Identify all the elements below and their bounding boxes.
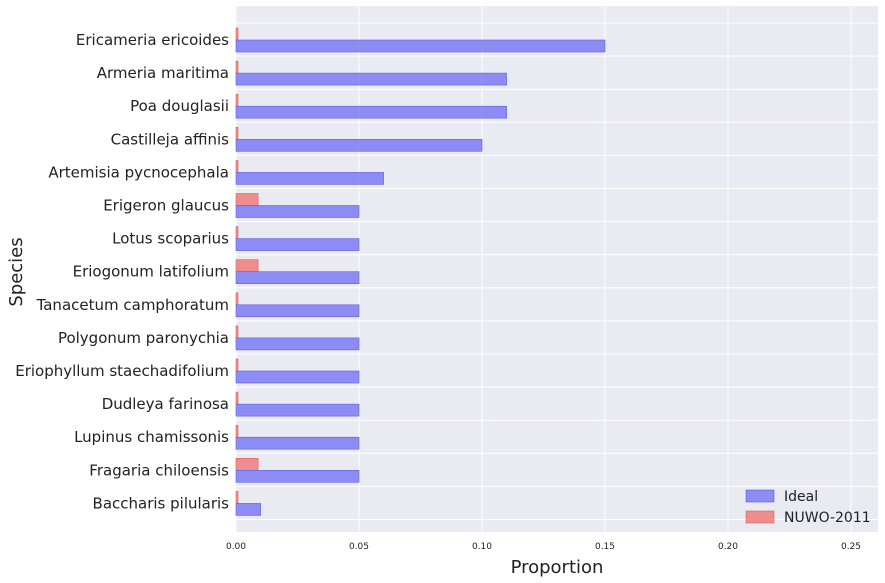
legend-swatch <box>745 489 775 503</box>
bar-ideal <box>235 105 507 119</box>
bar-ideal <box>235 337 360 351</box>
bar-ideal <box>235 436 360 450</box>
y-tick-labels: Ericameria ericoides Armeria maritima Poa … <box>15 31 229 512</box>
x-tick-label: 0.20 <box>718 542 738 552</box>
bar-nuwo-2011 <box>235 127 239 140</box>
bar-nuwo-2011 <box>235 27 239 41</box>
bar-nuwo-2011 <box>235 325 239 339</box>
bar-nuwo-2011 <box>235 226 239 239</box>
category-label: Polygonum paronychia <box>58 329 229 347</box>
bar-ideal <box>235 139 483 152</box>
y-axis-label: Species <box>6 237 27 306</box>
legend-entry: NUWO-2011 <box>784 510 871 526</box>
bar-nuwo-2011 <box>235 491 239 504</box>
bar-ideal <box>235 370 360 384</box>
bar-ideal <box>235 172 384 185</box>
bar-ideal <box>235 238 360 251</box>
category-label: Erigeron glaucus <box>103 197 229 215</box>
x-tick-label: 0.05 <box>349 542 369 552</box>
category-label: Castilleja affinis <box>111 130 230 148</box>
bar-ideal <box>235 271 360 285</box>
bar-ideal <box>235 503 261 516</box>
legend-entry: Ideal <box>784 489 818 505</box>
bar-nuwo-2011 <box>235 457 259 471</box>
bar-ideal <box>235 403 360 417</box>
category-label: Ericameria ericoides <box>76 31 229 49</box>
bar-ideal <box>235 205 360 218</box>
bar-nuwo-2011 <box>235 358 239 372</box>
category-label: Eriogonum latifolium <box>73 263 229 281</box>
category-label: Dudleya farinosa <box>102 395 229 413</box>
category-label: Lupinus chamissonis <box>74 428 229 446</box>
category-label: Poa douglasii <box>130 97 229 115</box>
x-tick-label: 0.15 <box>595 542 615 552</box>
x-axis-label: Proportion <box>511 557 604 578</box>
bar-ideal <box>235 469 360 483</box>
bar-nuwo-2011 <box>235 60 239 74</box>
bar-ideal <box>235 39 606 53</box>
bar-nuwo-2011 <box>235 259 259 273</box>
gridlines <box>235 6 878 532</box>
category-label: Fragaria chiloensis <box>89 461 229 479</box>
bar-ideal <box>235 72 507 86</box>
bar-nuwo-2011 <box>235 160 239 173</box>
category-label: Lotus scoparius <box>112 230 229 248</box>
category-label: Tanacetum camphoratum <box>36 296 229 314</box>
x-tick-label: 0.00 <box>226 542 246 552</box>
x-tick-labels: 0.00 0.05 0.10 0.15 0.20 0.25 <box>226 542 861 552</box>
bar-ideal <box>235 304 360 318</box>
bars <box>235 27 606 516</box>
bar-nuwo-2011 <box>235 193 259 206</box>
legend-swatch <box>745 510 775 524</box>
bar-nuwo-2011 <box>235 292 239 306</box>
x-tick-label: 0.10 <box>472 542 492 552</box>
x-tick-label: 0.25 <box>841 542 861 552</box>
category-label: Artemisia pycnocephala <box>48 163 229 181</box>
legend: Ideal NUWO-2011 <box>745 489 871 526</box>
category-label: Baccharis pilularis <box>93 494 230 512</box>
category-label: Armeria maritima <box>97 64 229 82</box>
category-label: Eriophyllum staechadifolium <box>15 362 229 380</box>
bar-nuwo-2011 <box>235 424 239 438</box>
bar-nuwo-2011 <box>235 391 239 405</box>
bar-nuwo-2011 <box>235 93 239 107</box>
